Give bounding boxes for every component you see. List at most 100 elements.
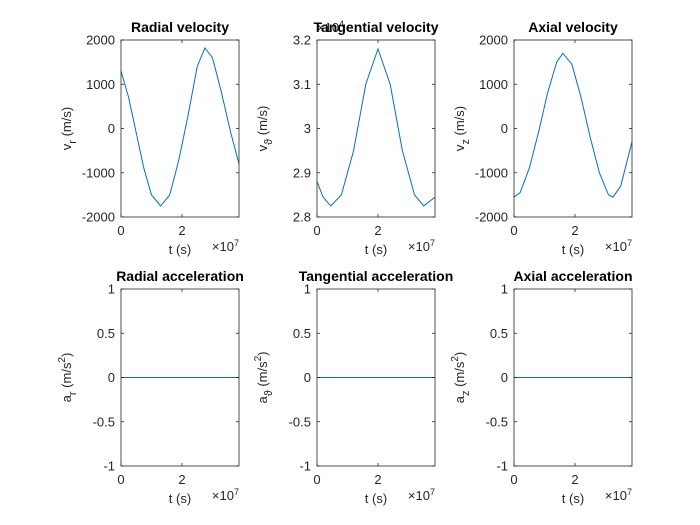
y-tick-label: 1 [304, 282, 311, 297]
y-tick-label: 3 [304, 121, 311, 136]
y-tick-label: 0 [304, 370, 311, 385]
y-tick-label: 0 [501, 121, 508, 136]
y-label-part: (m/s) [452, 106, 467, 139]
y-tick-label: -1000 [82, 165, 115, 180]
x-tick-label: 0 [510, 472, 517, 487]
y-tick-label: 1 [108, 282, 115, 297]
y-axis-label: vr (m/s) [59, 107, 79, 150]
multiplier-exponent: 7 [430, 487, 435, 497]
x-tick-label: 0 [117, 223, 124, 238]
y-label-part: ϑ [263, 390, 275, 396]
y-tick-label: -2000 [475, 210, 508, 225]
y-tick-label: 2000 [479, 33, 508, 48]
axis-multiplier: ×104 [317, 19, 344, 35]
y-tick-label: 1 [501, 282, 508, 297]
y-label-part: a [59, 394, 74, 402]
multiplier-base: ×10 [408, 488, 430, 503]
y-label-part: 2 [450, 356, 461, 362]
y-label-part: (m/s [452, 361, 467, 390]
subplot: -1 -0.5 0 0.5 1 0 2 ×107 Axial acceleration t (s)… [450, 268, 633, 506]
y-tick-label: 0.5 [97, 326, 115, 341]
y-label-part: ) [255, 351, 270, 355]
y-label-part: v [59, 143, 74, 150]
data-line [121, 46, 239, 207]
y-label-part: (m/s) [255, 106, 270, 139]
y-axis-label: az (m/s2) [450, 352, 472, 404]
x-tick-label: 2 [178, 223, 185, 238]
x-tick-label: 0 [117, 472, 124, 487]
x-tick-label: 0 [313, 472, 320, 487]
chart-title: Axial velocity [528, 19, 618, 35]
y-label-part: 2 [253, 355, 264, 361]
y-label-part: ) [452, 352, 467, 356]
y-label-part: (m/s) [59, 107, 74, 140]
y-label-part: z [460, 391, 472, 397]
y-label-part: a [255, 396, 270, 404]
x-axis-label: t (s) [365, 491, 387, 506]
y-tick-label: 2.8 [293, 210, 311, 225]
y-tick-label: 2.9 [293, 165, 311, 180]
y-tick-label: 0.5 [293, 326, 311, 341]
y-tick-label: 1000 [86, 77, 115, 92]
y-label-part: r [67, 140, 79, 144]
y-tick-label: -1 [496, 459, 508, 474]
x-axis-label: t (s) [562, 242, 584, 257]
x-axis-label: t (s) [169, 242, 191, 257]
plot-area [514, 52, 632, 198]
x-axis-label: t (s) [365, 242, 387, 257]
plot-area [121, 46, 239, 207]
x-tick-label: 0 [510, 223, 517, 238]
y-label-part: (m/s [255, 361, 270, 390]
y-label-part: v [452, 144, 467, 151]
chart-title: Radial acceleration [116, 268, 244, 284]
x-tick-label: 2 [571, 472, 578, 487]
axes-background [121, 40, 239, 217]
chart-title: Tangential velocity [314, 19, 439, 35]
y-tick-label: 3.2 [293, 33, 311, 48]
multiplier-exponent: 7 [234, 238, 239, 248]
subplot: -2000 -1000 0 1000 2000 0 2 ×107 Axial velocity t… [452, 19, 633, 257]
multiplier-exponent: 7 [430, 238, 435, 248]
y-tick-label: 2000 [86, 33, 115, 48]
multiplier-base: ×10 [212, 239, 234, 254]
axis-multiplier: ×107 [605, 487, 632, 503]
y-tick-label: -1 [299, 459, 311, 474]
y-tick-label: -0.5 [289, 414, 311, 429]
axis-multiplier: ×107 [212, 487, 239, 503]
x-tick-label: 2 [178, 472, 185, 487]
subplot: -1 -0.5 0 0.5 1 0 2 ×107 Tangential acceleration… [253, 268, 453, 506]
multiplier-base: ×10 [605, 488, 627, 503]
y-tick-label: -1000 [475, 165, 508, 180]
x-tick-label: 2 [374, 472, 381, 487]
data-line [514, 52, 632, 198]
x-axis-label: t (s) [169, 491, 191, 506]
x-tick-label: 2 [571, 223, 578, 238]
y-tick-label: -2000 [82, 210, 115, 225]
y-axis-label: ar (m/s2) [57, 353, 79, 403]
y-tick-label: -1 [103, 459, 115, 474]
y-label-part: v [255, 144, 270, 151]
axis-multiplier: ×107 [408, 487, 435, 503]
y-tick-label: 1000 [479, 77, 508, 92]
y-tick-label: 0 [108, 121, 115, 136]
y-label-part: z [460, 139, 472, 145]
y-label-part: ) [59, 353, 74, 357]
data-line [317, 47, 435, 207]
subplot: -1 -0.5 0 0.5 1 0 2 ×107 Radial acceleration t (s… [57, 268, 244, 506]
x-axis-label: t (s) [562, 491, 584, 506]
chart-title: Tangential acceleration [299, 268, 454, 284]
y-label-part: a [452, 395, 467, 403]
y-label-part: r [67, 391, 79, 395]
plot-area [317, 47, 435, 207]
subplot: -2000 -1000 0 1000 2000 0 2 ×107 Radial velocity… [59, 19, 240, 257]
y-tick-label: 0.5 [490, 326, 508, 341]
multiplier-base: ×10 [408, 239, 430, 254]
axis-multiplier: ×107 [605, 238, 632, 254]
multiplier-base: ×10 [212, 488, 234, 503]
y-label-part: 2 [57, 357, 68, 363]
multiplier-exponent: 7 [627, 238, 632, 248]
y-label-part: ϑ [263, 139, 275, 145]
y-axis-label: aϑ (m/s2) [253, 351, 275, 403]
